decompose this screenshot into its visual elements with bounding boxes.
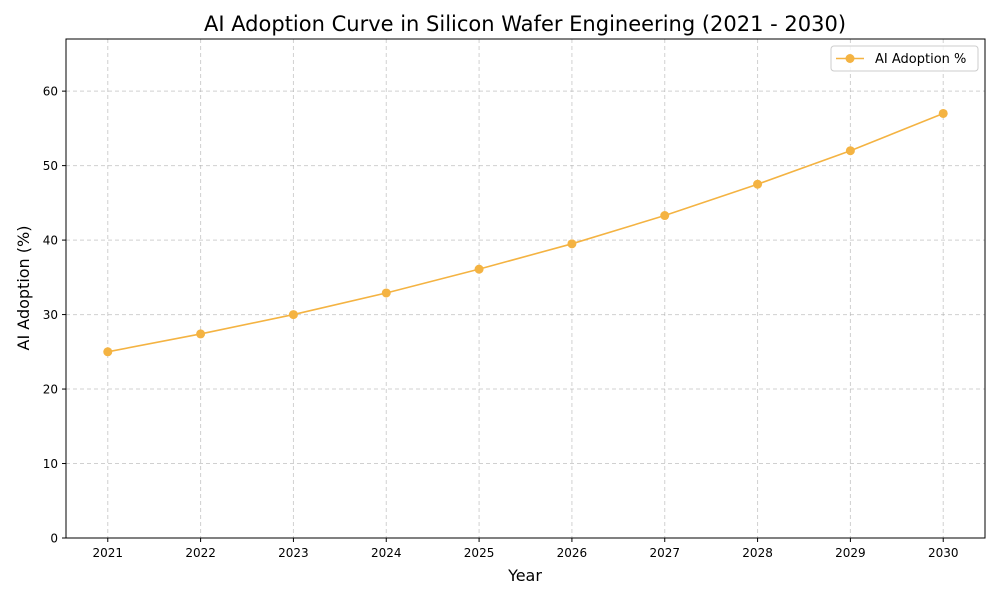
y-tick-label: 20 bbox=[43, 383, 58, 397]
legend-marker bbox=[845, 54, 855, 63]
y-axis-ticks: 0 10 20 30 40 50 60 bbox=[43, 85, 66, 546]
x-tick-label: 2021 bbox=[92, 546, 123, 560]
x-axis-label: Year bbox=[507, 566, 542, 585]
x-axis-ticks: 2021 2022 2023 2024 2025 2026 2027 2028 2029 2030 bbox=[92, 538, 959, 560]
y-tick-label: 60 bbox=[43, 85, 58, 99]
legend: AI Adoption % bbox=[830, 45, 979, 72]
data-point bbox=[381, 288, 391, 298]
x-tick-label: 2027 bbox=[649, 546, 680, 560]
data-point bbox=[660, 211, 670, 221]
x-tick-label: 2029 bbox=[835, 546, 866, 560]
y-tick-label: 40 bbox=[43, 234, 58, 248]
x-tick-label: 2025 bbox=[464, 546, 495, 560]
data-point bbox=[938, 108, 948, 118]
y-axis-label: AI Adoption (%) bbox=[14, 226, 33, 351]
x-tick-label: 2024 bbox=[371, 546, 402, 560]
data-point bbox=[474, 264, 484, 274]
x-tick-label: 2026 bbox=[557, 546, 588, 560]
y-tick-label: 30 bbox=[43, 308, 58, 322]
data-point bbox=[103, 347, 113, 357]
x-tick-label: 2030 bbox=[928, 546, 959, 560]
chart-title: AI Adoption Curve in Silicon Wafer Engin… bbox=[204, 12, 846, 36]
legend-label: AI Adoption % bbox=[875, 52, 966, 67]
grid bbox=[66, 39, 985, 539]
y-tick-label: 0 bbox=[50, 532, 58, 546]
x-tick-label: 2022 bbox=[185, 546, 216, 560]
x-tick-label: 2023 bbox=[278, 546, 309, 560]
plot-frame bbox=[65, 38, 986, 539]
data-point bbox=[753, 179, 763, 189]
y-tick-label: 10 bbox=[43, 457, 58, 471]
series-layer bbox=[103, 108, 948, 357]
y-tick-label: 50 bbox=[43, 159, 58, 173]
legend-box bbox=[830, 45, 979, 72]
series-line bbox=[107, 112, 944, 353]
x-tick-label: 2028 bbox=[742, 546, 773, 560]
data-point bbox=[196, 329, 206, 339]
data-point bbox=[567, 239, 577, 249]
data-point bbox=[288, 310, 298, 320]
data-point bbox=[845, 146, 855, 156]
